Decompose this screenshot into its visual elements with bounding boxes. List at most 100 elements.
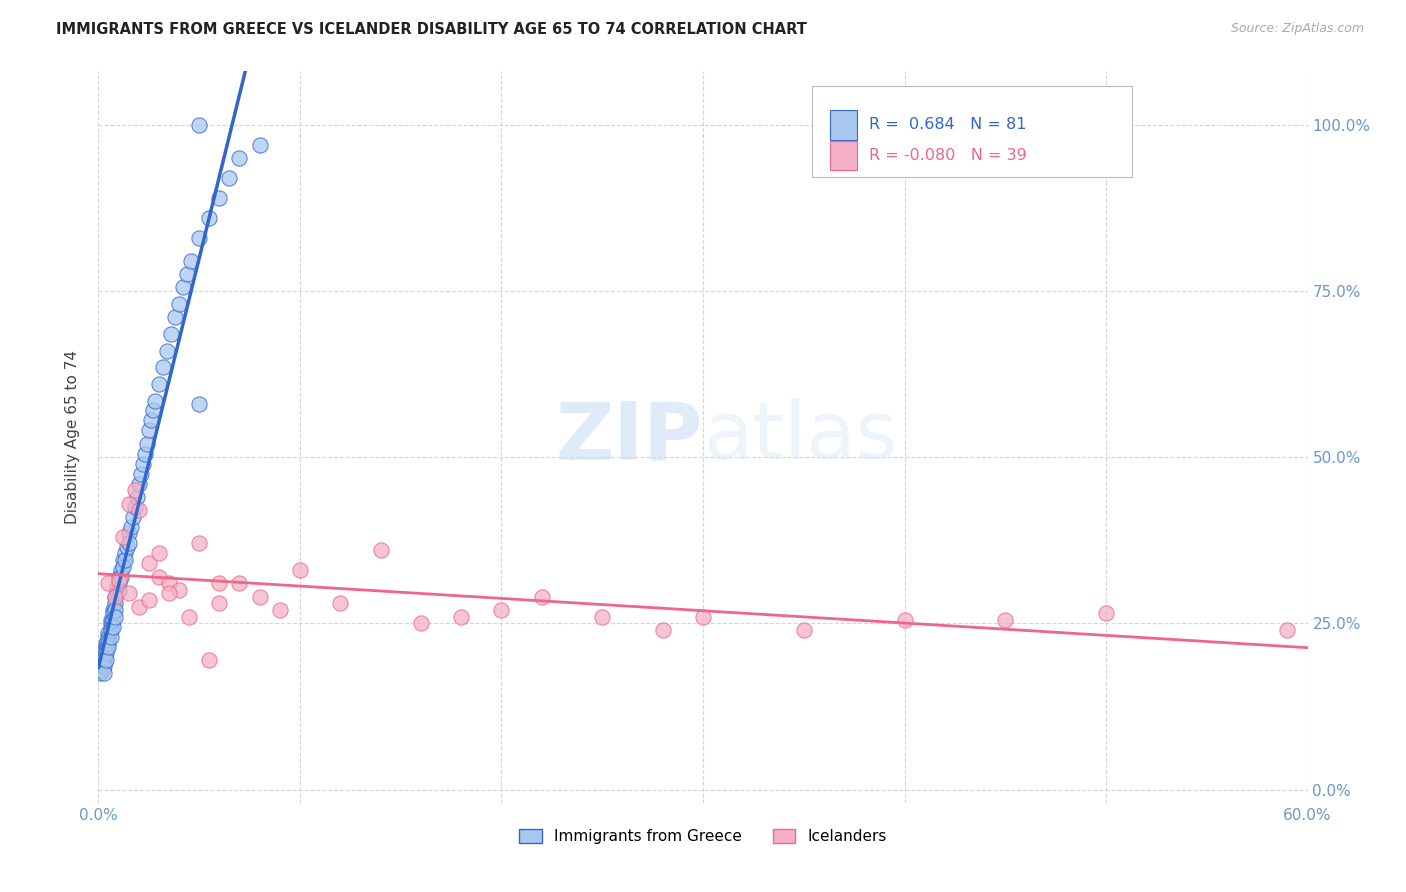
Point	[128, 476, 150, 491]
Point	[172, 280, 194, 294]
Text: ZIP: ZIP	[555, 398, 703, 476]
Point	[157, 576, 180, 591]
Point	[96, 640, 118, 654]
Point	[103, 590, 125, 604]
Point	[114, 553, 136, 567]
Point	[107, 576, 129, 591]
Point	[93, 659, 115, 673]
Point	[228, 576, 250, 591]
Point	[103, 596, 125, 610]
Point	[134, 447, 156, 461]
Point	[115, 540, 138, 554]
Point	[93, 656, 115, 670]
Point	[188, 118, 211, 132]
Point	[100, 619, 122, 633]
Point	[96, 643, 118, 657]
Point	[121, 509, 143, 524]
Point	[218, 170, 240, 185]
Point	[93, 666, 115, 681]
Point	[89, 656, 111, 670]
Point	[269, 603, 291, 617]
Text: IMMIGRANTS FROM GREECE VS ICELANDER DISABILITY AGE 65 TO 74 CORRELATION CHART: IMMIGRANTS FROM GREECE VS ICELANDER DISA…	[56, 22, 807, 37]
Point	[101, 603, 124, 617]
Point	[188, 397, 211, 411]
Point	[156, 343, 179, 358]
Point	[179, 609, 201, 624]
Point	[96, 653, 118, 667]
Point	[97, 636, 120, 650]
Point	[120, 520, 142, 534]
Point	[103, 603, 125, 617]
Legend: Immigrants from Greece, Icelanders: Immigrants from Greece, Icelanders	[513, 822, 893, 850]
Point	[198, 653, 221, 667]
Point	[163, 310, 186, 325]
Point	[91, 659, 114, 673]
Point	[135, 436, 157, 450]
Point	[142, 403, 165, 417]
Point	[692, 609, 714, 624]
Point	[249, 137, 271, 152]
Point	[111, 530, 134, 544]
Point	[994, 613, 1017, 627]
Point	[93, 643, 115, 657]
Point	[409, 616, 432, 631]
Point	[118, 526, 141, 541]
Point	[208, 191, 231, 205]
Point	[450, 609, 472, 624]
Point	[93, 653, 115, 667]
Point	[491, 603, 513, 617]
Bar	[830, 141, 856, 169]
Point	[101, 613, 124, 627]
Point	[96, 636, 118, 650]
Point	[107, 582, 129, 597]
Point	[97, 576, 120, 591]
Point	[125, 490, 148, 504]
Point	[100, 613, 122, 627]
Point	[111, 553, 134, 567]
FancyBboxPatch shape	[811, 86, 1132, 178]
Point	[118, 586, 141, 600]
Point	[89, 653, 111, 667]
Point	[103, 609, 125, 624]
Point	[91, 653, 114, 667]
Point	[148, 546, 170, 560]
Point	[651, 623, 673, 637]
Point	[97, 630, 120, 644]
Point	[1277, 623, 1299, 637]
Point	[148, 570, 170, 584]
Point	[128, 599, 150, 614]
Point	[89, 659, 111, 673]
Point	[118, 497, 141, 511]
Point	[103, 590, 125, 604]
Point	[148, 376, 170, 391]
Point	[138, 424, 160, 438]
Point	[124, 483, 146, 498]
Point	[208, 596, 231, 610]
Point	[101, 619, 124, 633]
Point	[93, 649, 115, 664]
Point	[138, 593, 160, 607]
Point	[111, 559, 134, 574]
Point	[152, 360, 174, 375]
Point	[107, 573, 129, 587]
Point	[110, 570, 132, 584]
Y-axis label: Disability Age 65 to 74: Disability Age 65 to 74	[65, 350, 80, 524]
Point	[143, 393, 166, 408]
Point	[89, 666, 111, 681]
Point	[1095, 607, 1118, 621]
Point	[100, 616, 122, 631]
Text: Source: ZipAtlas.com: Source: ZipAtlas.com	[1230, 22, 1364, 36]
Point	[138, 557, 160, 571]
Point	[793, 623, 815, 637]
Point	[129, 467, 152, 481]
Point	[91, 663, 114, 677]
Point	[100, 630, 122, 644]
Point	[124, 500, 146, 514]
Text: atlas: atlas	[703, 398, 897, 476]
Point	[97, 626, 120, 640]
Point	[100, 623, 122, 637]
Point	[107, 570, 129, 584]
Point	[180, 253, 202, 268]
Text: R =  0.684   N = 81: R = 0.684 N = 81	[869, 118, 1026, 133]
Point	[139, 413, 162, 427]
